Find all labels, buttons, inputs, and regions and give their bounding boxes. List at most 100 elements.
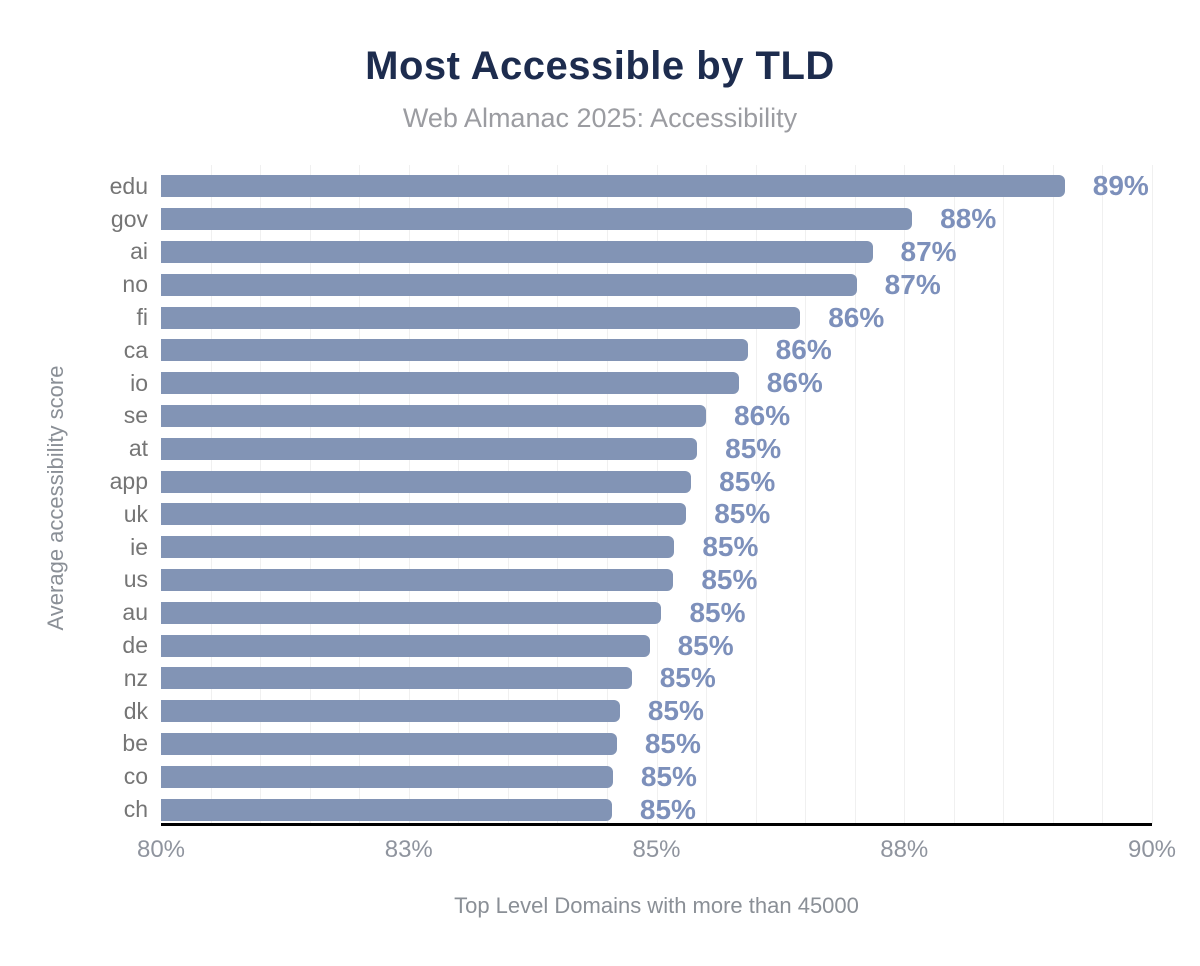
value-label: 85%: [644, 727, 701, 759]
value-label: 85%: [659, 662, 716, 694]
bar: [161, 273, 857, 296]
x-tick-label: 83%: [384, 836, 433, 863]
value-label: 85%: [719, 465, 776, 497]
plot-area: edu 89% gov 88% ai 87% no 87% fi 86% ca 86% io 86% se 8…: [110, 165, 1153, 826]
category-label: ie: [130, 533, 148, 560]
bar: [161, 798, 612, 821]
y-axis-title: Average accessibility score: [43, 365, 68, 631]
gridline: [557, 165, 559, 824]
x-tick-label: 88%: [880, 836, 929, 863]
chart-subtitle: Web Almanac 2025: Accessibility: [402, 103, 798, 133]
category-label: de: [122, 632, 148, 659]
gridline: [260, 165, 262, 824]
bar: [161, 306, 801, 329]
value-label: 86%: [775, 334, 832, 366]
bar: [161, 503, 687, 526]
bar-row: io 86%: [130, 367, 1152, 400]
bar-row: us 85%: [124, 563, 1152, 597]
bar-row: dk 85%: [124, 695, 1152, 728]
bar-row: gov 88%: [111, 203, 1152, 236]
value-label: 85%: [702, 531, 759, 563]
category-label: app: [109, 468, 148, 495]
value-label: 85%: [647, 695, 704, 727]
category-label: us: [123, 566, 148, 593]
bar: [161, 667, 632, 690]
gridline: [854, 165, 856, 824]
value-label: 89%: [1092, 170, 1149, 202]
gridline: [606, 165, 608, 824]
category-label: se: [123, 402, 148, 429]
gridline: [1003, 165, 1005, 824]
bar: [161, 601, 662, 624]
value-label: 86%: [828, 301, 885, 333]
category-label: fi: [136, 304, 149, 331]
value-label: 85%: [677, 629, 734, 661]
bar-row: co 85%: [124, 760, 1152, 793]
x-tick-label: 90%: [1127, 836, 1177, 863]
category-label: dk: [123, 697, 148, 724]
bar-row: edu 89%: [110, 170, 1152, 203]
bar: [161, 404, 707, 427]
bar-row: nz 85%: [124, 662, 1152, 695]
bar: [161, 765, 613, 788]
x-axis-title: Top Level Domains with more than 45000: [454, 893, 859, 918]
category-label: ai: [130, 238, 148, 265]
category-label: ca: [123, 336, 148, 363]
bar-row: uk 85%: [124, 498, 1152, 531]
gridline: [1052, 165, 1054, 824]
gridline: [953, 165, 955, 824]
chart-title: Most Accessible by TLD: [365, 44, 835, 88]
value-label: 85%: [689, 596, 746, 628]
gridline: [706, 165, 708, 824]
gridline: [1102, 165, 1104, 824]
gridline: [210, 165, 212, 824]
category-label: gov: [110, 205, 148, 232]
bar-row: ch 85%: [124, 793, 1152, 826]
bar: [161, 175, 1065, 198]
bar-rows: edu 89% gov 88% ai 87% no 87% fi 86% ca 86% io 86% se 8…: [110, 170, 1152, 826]
bar-row: no 87%: [122, 268, 1152, 301]
category-label: at: [128, 435, 148, 462]
gridline: [408, 165, 410, 824]
bar: [161, 700, 620, 723]
x-tick-labels: 80% 83% 85% 88% 90%: [137, 836, 1176, 866]
value-label: 85%: [725, 432, 782, 464]
category-label: co: [123, 763, 148, 790]
category-label: au: [122, 599, 148, 626]
category-label: io: [130, 369, 148, 396]
gridline: [359, 165, 361, 824]
bar: [161, 240, 873, 263]
value-label: 85%: [639, 793, 696, 825]
bar-row: at 85%: [129, 432, 1152, 465]
gridline: [755, 165, 757, 824]
bar-row: au 85%: [122, 596, 1152, 629]
value-label: 87%: [900, 235, 957, 267]
value-label: 86%: [734, 399, 791, 431]
bar: [161, 470, 692, 493]
bar-row: fi 86%: [137, 301, 1152, 334]
value-label: 85%: [640, 760, 697, 792]
bar-row: be 85%: [122, 727, 1152, 761]
bar-row: se 86%: [124, 399, 1152, 433]
value-label: 86%: [766, 367, 823, 399]
value-label: 85%: [701, 563, 758, 595]
bar: [161, 568, 674, 591]
category-label: nz: [123, 664, 148, 691]
bar: [161, 732, 617, 755]
gridline: [309, 165, 311, 824]
category-label: uk: [123, 500, 148, 527]
category-label: ch: [123, 796, 148, 823]
bar-row: ca 86%: [124, 334, 1152, 367]
bar: [161, 634, 650, 657]
value-label: 85%: [714, 498, 771, 530]
x-axis-line: [161, 823, 1152, 826]
bar: [161, 536, 675, 559]
bar-row: app 85%: [110, 465, 1152, 498]
category-label: be: [122, 730, 148, 757]
value-label: 87%: [884, 268, 941, 300]
gridline: [805, 165, 807, 824]
category-label: edu: [109, 172, 148, 199]
x-tick-label: 80%: [136, 836, 186, 863]
bar-row: de 85%: [122, 629, 1152, 662]
